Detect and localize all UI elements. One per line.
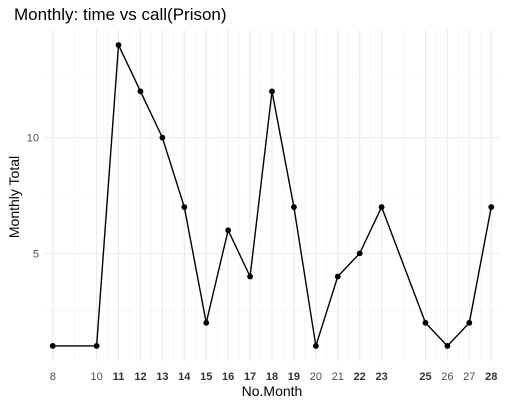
data-point xyxy=(334,273,341,280)
x-axis-title: No.Month xyxy=(242,383,303,399)
data-point xyxy=(93,343,100,349)
data-point xyxy=(378,204,385,210)
data-point xyxy=(137,88,144,95)
x-tick-label: 27 xyxy=(463,371,475,383)
x-tick-label: 10 xyxy=(90,371,102,383)
data-point xyxy=(49,343,56,349)
x-tick-label: 8 xyxy=(50,371,56,383)
data-point xyxy=(159,134,166,141)
data-point xyxy=(225,227,232,234)
data-point xyxy=(247,273,253,280)
data-point xyxy=(488,204,495,210)
y-tick-label: 10 xyxy=(27,133,39,145)
x-tick-label: 11 xyxy=(113,371,125,383)
x-tick-label: 21 xyxy=(332,371,344,383)
data-point xyxy=(291,204,297,210)
y-axis-ticks: 5 10 xyxy=(27,133,39,261)
data-point xyxy=(269,88,275,95)
data-point xyxy=(181,204,188,210)
x-tick-label: 23 xyxy=(375,371,387,383)
y-axis-title: Monthly Total xyxy=(6,156,22,238)
data-point xyxy=(312,343,319,349)
y-tick-label: 5 xyxy=(33,248,39,260)
x-tick-label: 12 xyxy=(134,371,146,383)
x-tick-label: 25 xyxy=(419,371,431,383)
x-tick-label: 19 xyxy=(288,371,300,383)
x-tick-label: 15 xyxy=(200,371,212,383)
x-tick-label: 20 xyxy=(310,371,322,383)
x-tick-label: 28 xyxy=(485,371,497,383)
data-point xyxy=(115,42,122,48)
x-tick-label: 22 xyxy=(354,371,366,383)
grid xyxy=(44,30,500,361)
chart-title: Monthly: time vs call(Prison) xyxy=(14,5,227,24)
x-axis-ticks: 8 10 11 12 13 14 15 16 17 18 19 20 21 22 23 25 26 27 28 xyxy=(50,371,498,383)
x-tick-label: 17 xyxy=(244,371,256,383)
points-layer xyxy=(49,42,495,349)
data-point xyxy=(444,343,451,349)
x-tick-label: 16 xyxy=(222,371,234,383)
data-point xyxy=(466,319,473,326)
data-point xyxy=(422,319,429,326)
x-tick-label: 14 xyxy=(178,371,191,383)
x-tick-label: 18 xyxy=(266,371,278,383)
x-tick-label: 13 xyxy=(156,371,168,383)
data-point xyxy=(356,250,363,257)
data-point xyxy=(203,319,210,326)
x-tick-label: 26 xyxy=(441,371,453,383)
